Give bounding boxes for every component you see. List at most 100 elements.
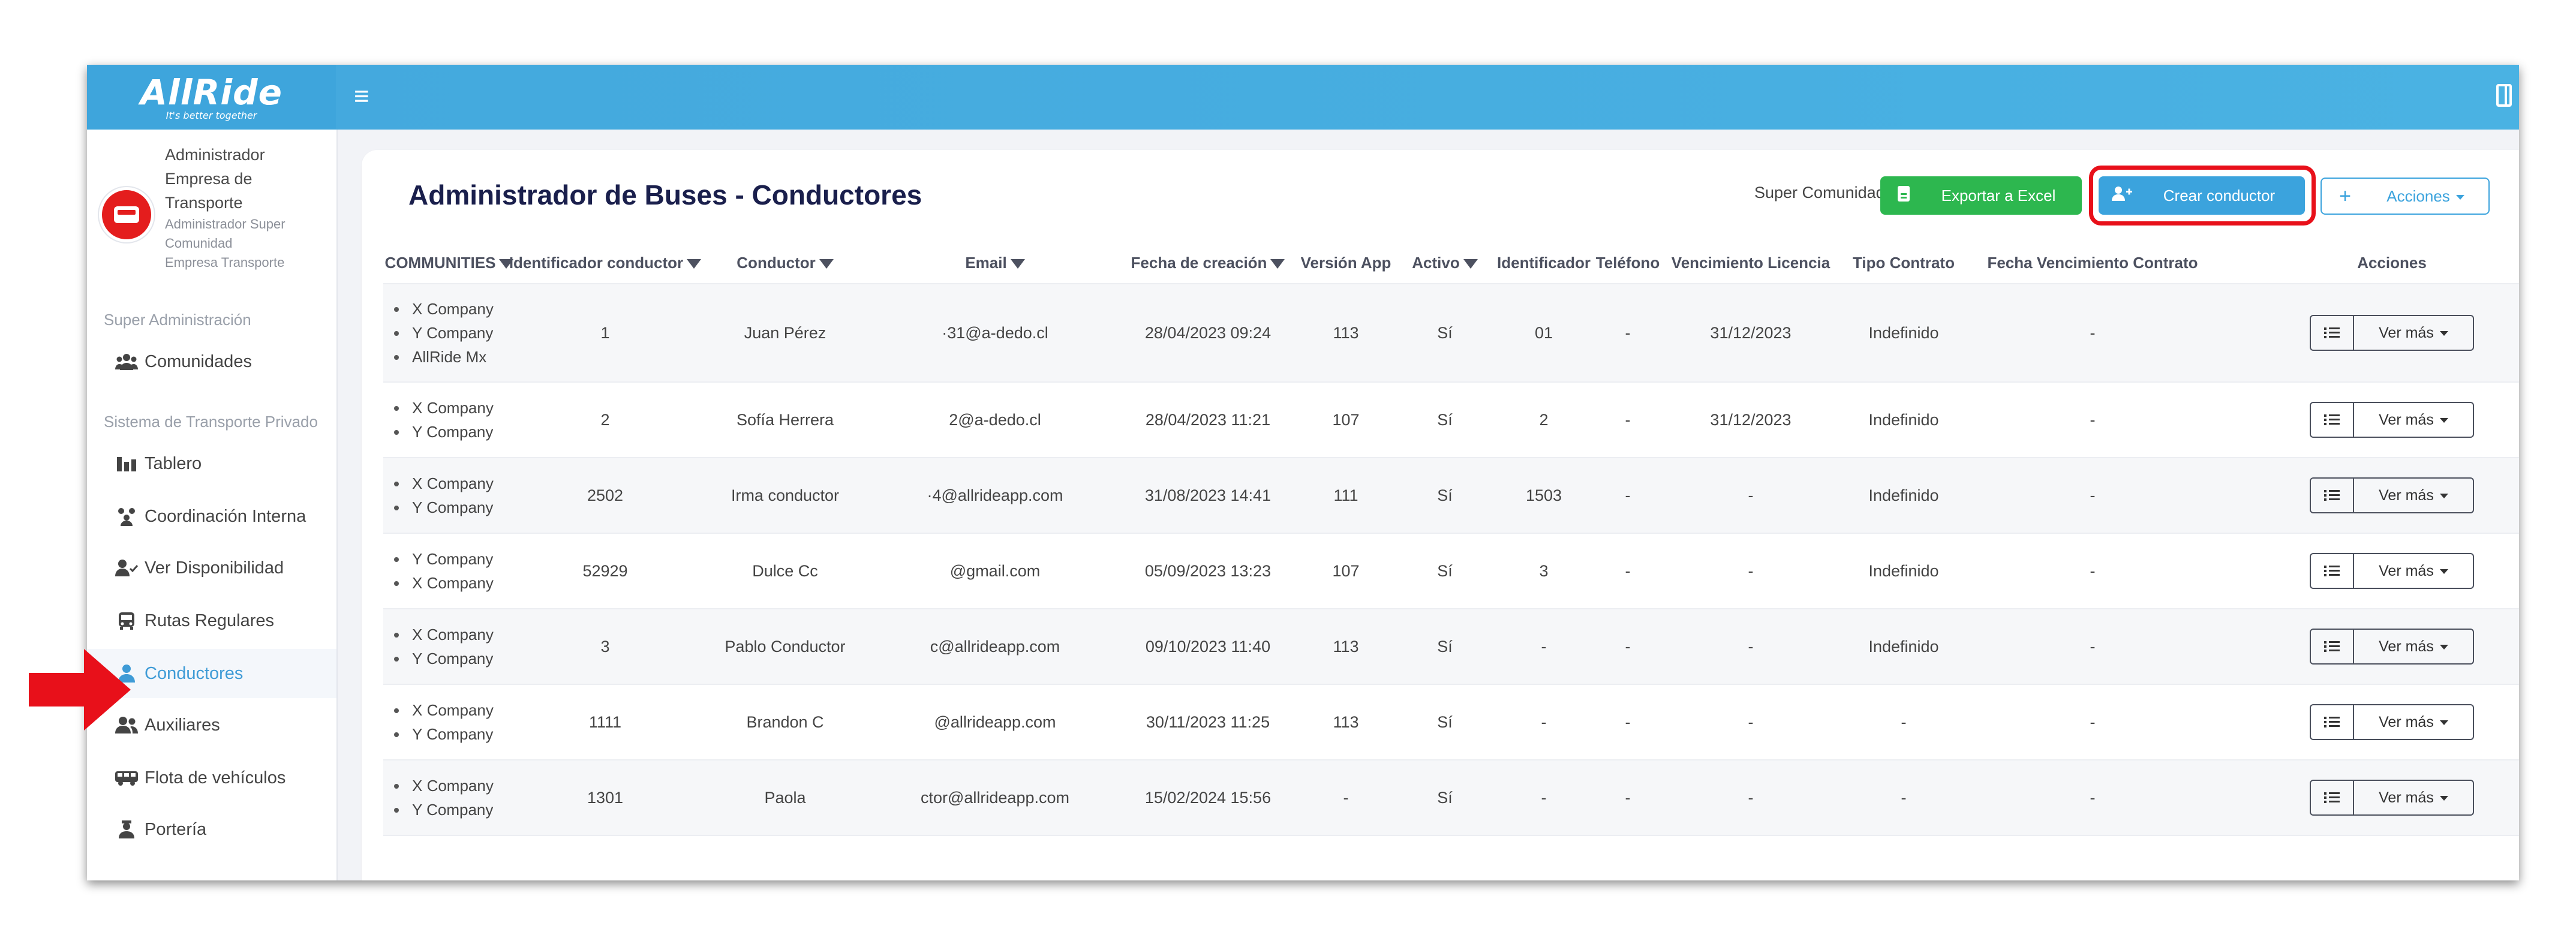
cell-email: ·4@allrideapp.com [927,486,1063,504]
column-header[interactable]: Activo [1391,241,1499,284]
ver-mas-label: Ver más [2379,411,2434,428]
coordination-icon [115,506,139,527]
panel-toggle-icon[interactable] [2496,84,2512,107]
cell-conductor: Juan Pérez [744,323,826,342]
column-header[interactable]: Identificador conductor [509,241,702,284]
column-header: Vencimiento Licencia [1671,253,1830,272]
filter-icon[interactable] [819,259,834,269]
sidebar-item-rutas-regulares[interactable]: Rutas Regulares [87,596,336,645]
filter-icon[interactable] [1463,259,1478,269]
sidebar-item-label: Conductores [145,663,244,683]
ver-mas-button[interactable]: Ver más [2310,553,2474,589]
cell-communities: X Company Y Company AllRide Mx [383,284,515,381]
user-check-icon [115,558,139,578]
export-excel-label: Exportar a Excel [1941,186,2056,205]
cell-venc-contrato: - [2090,712,2096,731]
column-header[interactable]: Fecha de creación [1115,241,1301,284]
sidebar-item-tablero[interactable]: Tablero [87,439,336,488]
cell-fecha: 15/02/2024 15:56 [1144,788,1272,807]
filter-icon[interactable] [687,259,702,269]
community-item: X Company [392,471,494,495]
brand-logo[interactable]: AllRide It's better together [87,65,336,130]
chevron-down-icon [2439,569,2448,574]
filter-icon[interactable] [1010,259,1025,269]
cell-actions: Ver más [2213,760,2519,835]
cell-identificador: 1503 [1525,486,1562,504]
community-item: Y Company [392,547,494,571]
cell-contrato: Indefinido [1868,323,1939,342]
cell-identificador: - [1541,637,1547,656]
guard-icon [115,819,139,840]
chevron-down-icon [2439,493,2448,498]
list-icon [2311,479,2354,512]
column-header[interactable]: Conductor [695,241,875,284]
cell-version: 113 [1333,637,1359,656]
cell-conductor: Dulce Cc [752,561,818,580]
ver-mas-button[interactable]: Ver más [2310,704,2474,740]
list-icon [2311,705,2354,739]
cell-fecha: 31/08/2023 14:41 [1144,486,1272,504]
community-item: Y Company [392,321,494,345]
sidebar-item-auxiliares[interactable]: Auxiliares [87,701,336,750]
column-header: Acciones [2357,253,2427,272]
cell-activo: Sí [1437,637,1453,656]
column-header[interactable]: Email [875,241,1115,284]
cell-activo: Sí [1437,410,1453,429]
cell-licencia: - [1748,637,1754,656]
column-header: Tipo Contrato [1853,253,1955,272]
users-icon [115,715,139,735]
cell-communities: Y Company X Company [383,534,515,608]
sidebar-item-comunidades[interactable]: Comunidades [87,337,336,386]
add-user-icon [2099,186,2145,206]
sidebar-item-ver-disponibilidad[interactable]: Ver Disponibilidad [87,543,336,593]
actions-dropdown[interactable]: + Acciones [2320,178,2490,215]
cell-licencia: 31/12/2023 [1710,323,1792,342]
cell-venc-contrato: - [2090,561,2096,580]
cell-contrato: Indefinido [1868,410,1939,429]
chevron-down-icon [2439,330,2448,336]
ver-mas-button[interactable]: Ver más [2310,780,2474,816]
table-row: Y Company X Company 52929 Dulce Cc @gmail.co… [383,534,2519,609]
section-transport-system: Sistema de Transporte Privado [104,413,318,431]
sidebar: Administrador Empresa de Transporte Admi… [87,130,338,880]
column-header[interactable]: COMMUNITIES [383,241,515,284]
sidebar-item-coordinacion[interactable]: Coordinación Interna [87,492,336,541]
cell-communities: X Company Y Company [383,383,515,457]
cell-communities: X Company Y Company [383,458,515,533]
cell-email: c@allrideapp.com [930,637,1060,656]
ver-mas-button[interactable]: Ver más [2310,477,2474,513]
ver-mas-button[interactable]: Ver más [2310,629,2474,665]
create-driver-button[interactable]: Crear conductor [2099,176,2305,215]
sidebar-item-flota[interactable]: Flota de vehículos [87,753,336,802]
page-title: Administrador de Buses - Conductores [408,179,922,211]
cell-licencia: - [1748,561,1754,580]
cell-communities: X Company Y Company [383,609,515,684]
hamburger-icon[interactable]: ≡ [354,82,369,111]
community-item: Y Company [392,420,494,444]
avatar[interactable] [99,187,154,242]
cell-email: ·31@a-dedo.cl [942,323,1048,342]
community-item: X Company [392,297,494,321]
sidebar-item-porteria[interactable]: Portería [87,805,336,854]
cell-email: @gmail.com [949,561,1041,580]
table-row: X Company Y Company AllRide Mx 1 Juan Pérez ·… [383,284,2519,383]
community-item: X Company [392,623,494,647]
sidebar-item-label: Rutas Regulares [145,611,274,630]
table-row: X Company Y Company 1111 Brandon C @allridea… [383,685,2519,760]
community-item: X Company [392,698,494,722]
cell-version: 111 [1333,486,1358,504]
cell-telefono: - [1625,712,1631,731]
cell-licencia: - [1748,712,1754,731]
export-excel-button[interactable]: Exportar a Excel [1880,176,2082,215]
cell-id-conductor: 1 [600,323,610,342]
cell-fecha: 28/04/2023 09:24 [1144,323,1272,342]
cell-communities: X Company Y Company [383,760,515,835]
filter-icon[interactable] [1270,259,1285,269]
cell-communities: X Company Y Company [383,685,515,759]
ver-mas-button[interactable]: Ver más [2310,402,2474,438]
community-item: AllRide Mx [392,345,494,369]
ver-mas-button[interactable]: Ver más [2310,315,2474,351]
sidebar-item-label: Auxiliares [145,715,220,735]
cell-venc-contrato: - [2090,323,2096,342]
filter-icon[interactable] [499,259,514,269]
